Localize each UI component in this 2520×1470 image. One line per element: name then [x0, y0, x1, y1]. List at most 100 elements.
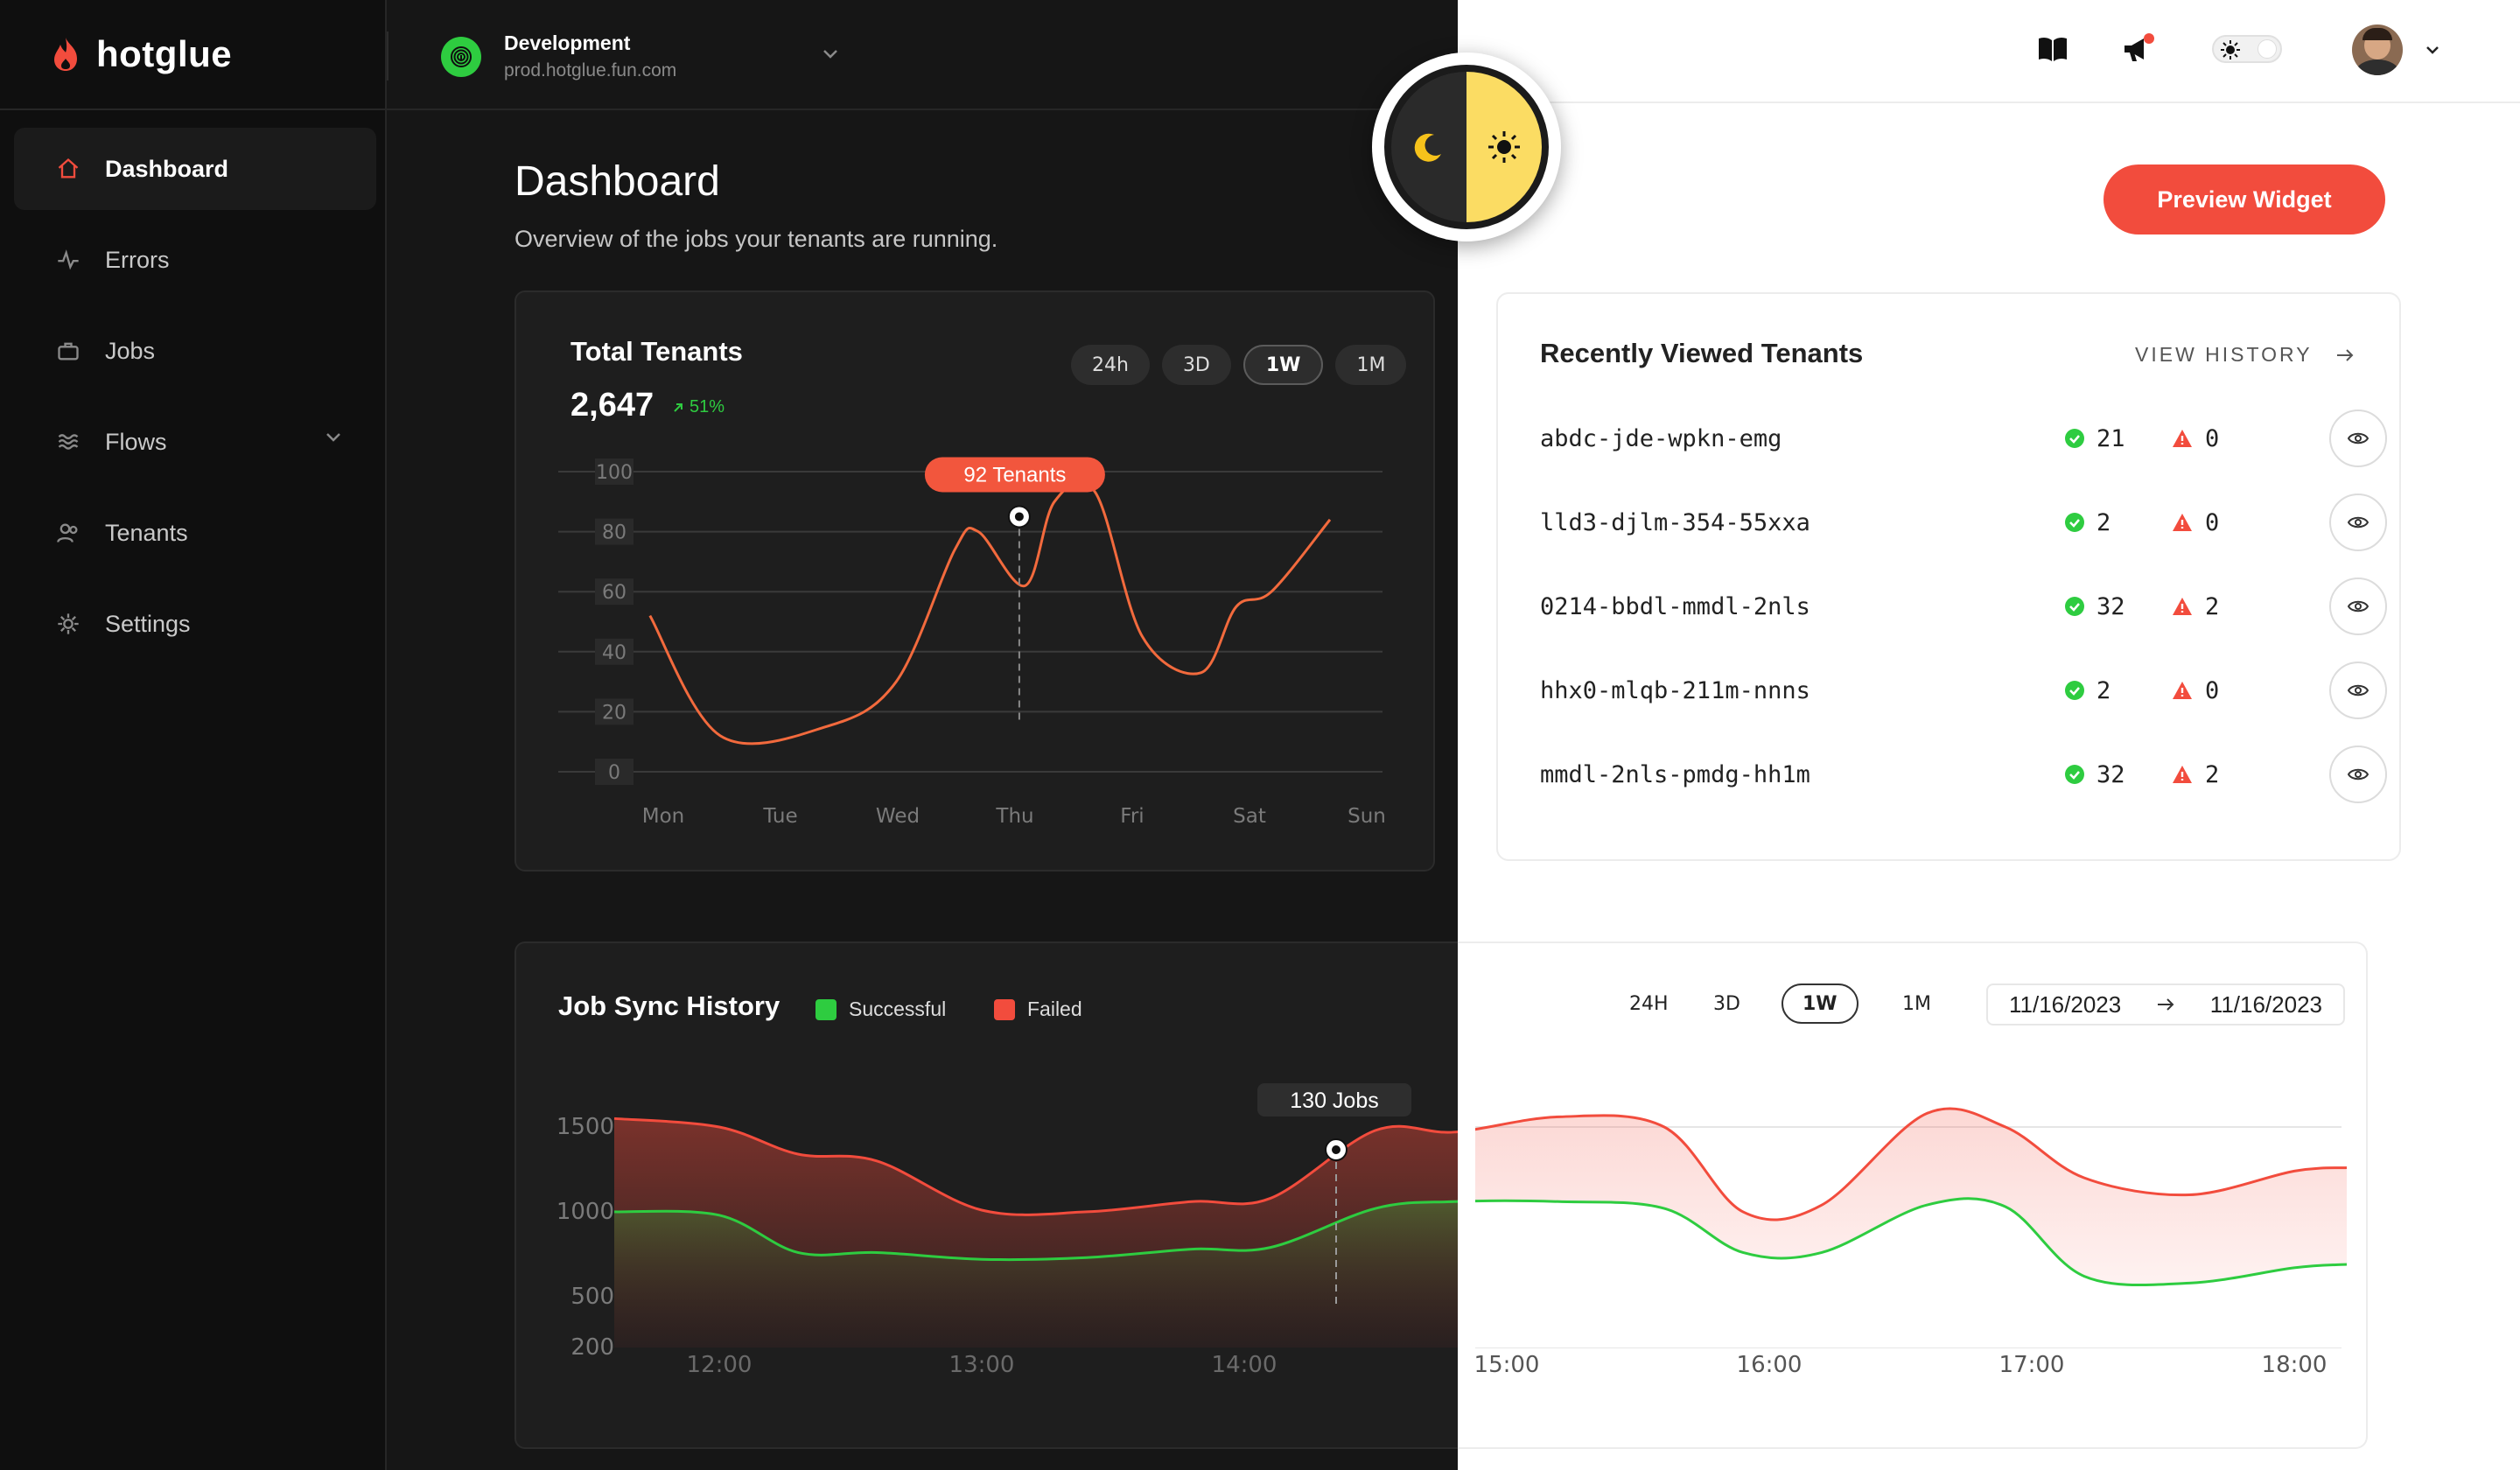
x-tick-label: Sat: [1233, 805, 1266, 828]
view-tenant-button[interactable]: [2329, 410, 2387, 467]
sidebar-item-flows[interactable]: Flows: [14, 401, 376, 483]
light-top-bar: [1458, 0, 2520, 103]
top-bar: hotglue Development prod.hotglue.fun.com: [0, 0, 1458, 110]
sidebar-item-jobs[interactable]: Jobs: [14, 310, 376, 392]
total-tenants-value: 2,647: [570, 387, 654, 424]
success-count: 2: [2065, 509, 2110, 536]
warning-value: 2: [2205, 760, 2220, 788]
chevron-down-icon[interactable]: [326, 432, 341, 443]
x-tick-label: Tue: [762, 805, 797, 828]
chevron-down-icon[interactable]: [2426, 46, 2440, 56]
check-circle-icon: [2065, 513, 2084, 532]
warning-triangle-icon: [2173, 514, 2192, 531]
tenant-id[interactable]: abdc-jde-wpkn-emg: [1540, 424, 1782, 452]
x-tick-label: Mon: [642, 805, 685, 828]
sidebar-item-label: Flows: [105, 428, 167, 455]
sidebar-item-dashboard[interactable]: Dashboard: [14, 128, 376, 210]
arrow-right-icon: [2336, 348, 2353, 361]
warning-count: 0: [2172, 677, 2219, 704]
range-1w[interactable]: 1W: [1782, 984, 1858, 1024]
warning-value: 0: [2205, 676, 2220, 704]
flame-icon: [54, 38, 77, 71]
preview-widget-button[interactable]: Preview Widget: [2104, 164, 2385, 234]
sidebar-item-label: Tenants: [105, 519, 188, 546]
eye-icon: [2348, 600, 2369, 612]
tenant-id[interactable]: lld3-djlm-354-55xxa: [1540, 508, 1810, 536]
view-history-link[interactable]: VIEW HISTORY: [2135, 343, 2355, 367]
environment-selector[interactable]: Development prod.hotglue.fun.com: [441, 32, 676, 81]
growth-badge: 51%: [672, 397, 724, 417]
legend-label: Successful: [849, 998, 947, 1020]
y-tick-bg: [595, 698, 634, 725]
eye-icon: [2348, 768, 2369, 780]
megaphone-icon[interactable]: [2121, 32, 2156, 66]
arrow-up-right-icon: [674, 402, 682, 412]
tenant-id[interactable]: mmdl-2nls-pmdg-hh1m: [1540, 760, 1810, 788]
range-1m[interactable]: 1M: [1335, 345, 1407, 385]
range-1m[interactable]: 1M: [1902, 992, 1931, 1015]
range-selector: 24h 3D 1W 1M: [1071, 345, 1407, 385]
environment-host: prod.hotglue.fun.com: [504, 60, 677, 80]
x-tick-label: Thu: [995, 805, 1033, 828]
sidebar-item-label: Settings: [105, 610, 191, 637]
range-1w[interactable]: 1W: [1242, 345, 1324, 385]
job-sync-card: Job Sync History Successful Failed: [514, 942, 1458, 1449]
waves-icon: [58, 434, 79, 450]
range-3d[interactable]: 3D: [1713, 992, 1740, 1015]
y-tick-label: 80: [602, 522, 626, 544]
success-count: 2: [2065, 677, 2110, 704]
check-circle-icon: [2065, 429, 2084, 448]
sidebar-item-label: Dashboard: [105, 155, 229, 182]
warning-triangle-icon: [2173, 766, 2192, 783]
legend-successful: Successful: [816, 998, 946, 1021]
date-range-picker[interactable]: 11/16/2023 11/16/2023: [1986, 984, 2345, 1026]
avatar[interactable]: [2352, 24, 2403, 75]
fingerprint-icon: [441, 36, 481, 77]
y-tick-label: 20: [602, 702, 626, 724]
chevron-down-icon[interactable]: [822, 49, 838, 60]
view-tenant-button[interactable]: [2329, 746, 2387, 803]
users-icon: [57, 523, 78, 542]
sidebar-item-tenants[interactable]: Tenants: [14, 492, 376, 574]
total-tenants-title: Total Tenants: [570, 336, 743, 367]
success-count: 32: [2065, 593, 2125, 620]
success-value: 32: [2096, 760, 2125, 788]
sidebar-item-settings[interactable]: Settings: [14, 583, 376, 665]
success-value: 2: [2096, 508, 2111, 536]
total-tenants-card: Total Tenants 2,647 51% 24h 3D 1W 1M 0 20 40 6…: [514, 290, 1435, 872]
sidebar: Dashboard Errors Jobs Flows Tenants Settings: [0, 0, 387, 1470]
tenants-line-chart: 0 20 40 60 80 100 Mon Tue Wed Thu Fri Sat Sun 92 Tena…: [558, 457, 1386, 828]
success-value: 21: [2096, 424, 2125, 452]
brand-name: hotglue: [96, 33, 233, 74]
x-tick-label: Wed: [876, 805, 920, 828]
theme-toggle[interactable]: [2212, 35, 2282, 63]
range-24h[interactable]: 24h: [1071, 345, 1150, 385]
moon-icon: [1391, 72, 1466, 222]
eye-icon: [2348, 432, 2369, 444]
environment-name: Development: [504, 32, 631, 54]
range-3d[interactable]: 3D: [1161, 345, 1231, 385]
tenant-id[interactable]: 0214-bbdl-mmdl-2nls: [1540, 592, 1810, 620]
theme-switch-medallion[interactable]: [1372, 52, 1561, 242]
sidebar-item-errors[interactable]: Errors: [14, 219, 376, 301]
y-tick-label: 60: [602, 582, 626, 604]
warning-value: 2: [2205, 592, 2220, 620]
book-icon[interactable]: [2037, 35, 2068, 63]
tenant-id[interactable]: hhx0-mlqb-211m-nnns: [1540, 676, 1810, 704]
x-tick-label: Fri: [1120, 805, 1144, 828]
dark-theme-panel: Dashboard Errors Jobs Flows Tenants Settings …: [0, 0, 1458, 1470]
warning-triangle-icon: [2173, 682, 2192, 699]
success-value: 32: [2096, 592, 2125, 620]
view-tenant-button[interactable]: [2329, 578, 2387, 635]
eye-icon: [2348, 684, 2369, 696]
success-count: 32: [2065, 761, 2125, 788]
range-24h[interactable]: 24H: [1629, 992, 1669, 1015]
tenant-row: abdc-jde-wpkn-emg 21 0: [1540, 408, 2387, 469]
view-tenant-button[interactable]: [2329, 662, 2387, 719]
legend-failed: Failed: [994, 998, 1082, 1021]
success-count: 21: [2065, 425, 2125, 452]
logo[interactable]: hotglue: [51, 33, 232, 75]
divider: [387, 32, 388, 80]
view-tenant-button[interactable]: [2329, 494, 2387, 551]
tenant-row: lld3-djlm-354-55xxa 2 0: [1540, 492, 2387, 553]
